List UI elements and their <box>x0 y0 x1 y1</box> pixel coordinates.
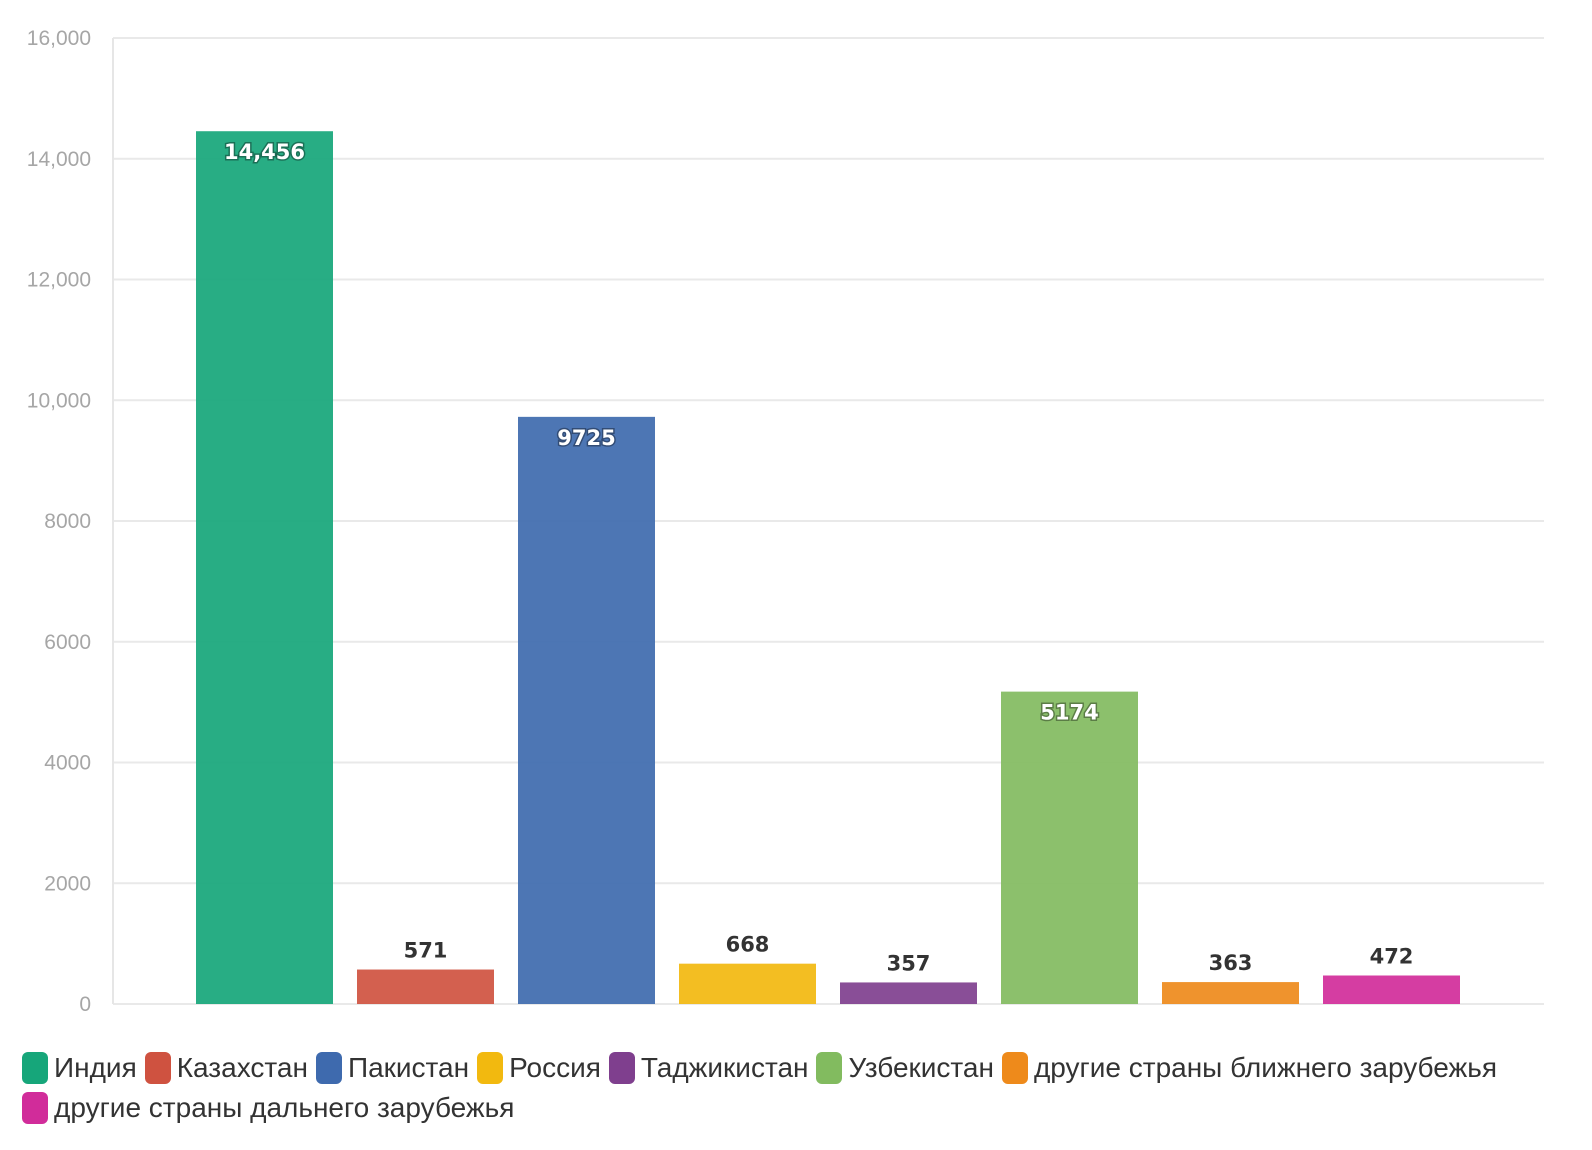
legend-swatch <box>144 1052 171 1084</box>
bar-value-label: 357 <box>887 951 931 975</box>
legend-label: Казахстан <box>176 1052 308 1083</box>
bar-value-label: 363 <box>1209 951 1253 975</box>
y-tick-label: 4000 <box>44 752 91 775</box>
data-labels: 14,456 571 9725 668 357 5174 363 472 <box>222 139 1414 976</box>
legend-item[interactable]: другие страны ближнего зарубежья <box>1001 1052 1498 1084</box>
bars <box>196 131 1460 1004</box>
bar <box>357 969 494 1004</box>
legend-item[interactable]: Индия <box>22 1052 137 1084</box>
grid-lines <box>113 37 1544 1005</box>
y-tick-label: 16,000 <box>27 27 91 50</box>
legend-label: Таджикистан <box>640 1052 809 1083</box>
legend-swatch <box>22 1052 48 1084</box>
legend-item[interactable]: Пакистан <box>315 1052 470 1084</box>
legend-label: Россия <box>509 1052 601 1083</box>
legend-label: Пакистан <box>347 1052 470 1083</box>
legend-label: Индия <box>54 1052 137 1083</box>
legend-label: Узбекистан <box>848 1052 994 1083</box>
y-tick-label: 0 <box>79 993 91 1016</box>
y-tick-label: 6000 <box>44 631 91 654</box>
legend-label: другие страны ближнего зарубежья <box>1033 1052 1498 1083</box>
bar-value-label: 668 <box>726 933 770 957</box>
legend-item[interactable]: Таджикистан <box>608 1052 809 1084</box>
legend-swatch <box>608 1052 635 1084</box>
legend-item[interactable]: Казахстан <box>144 1052 308 1084</box>
bar-value-label: 472 <box>1370 945 1414 969</box>
bar-chart: 0 2000 4000 6000 8000 10,000 12,000 14,000 16,00… <box>27 27 1544 1016</box>
bar <box>679 963 816 1004</box>
bar-value-label: 9725 <box>557 426 615 450</box>
y-tick-label: 8000 <box>44 510 91 533</box>
bar-value-label: 5174 <box>1040 701 1098 725</box>
y-tick-label: 14,000 <box>27 148 91 171</box>
bar <box>840 982 977 1004</box>
legend-swatch <box>816 1052 843 1084</box>
legend-label: другие страны дальнего зарубежья <box>54 1092 515 1123</box>
bar <box>1162 982 1299 1004</box>
y-axis-ticks: 0 2000 4000 6000 8000 10,000 12,000 14,000 16,00… <box>27 27 91 1016</box>
y-tick-label: 10,000 <box>27 389 91 412</box>
legend-swatch <box>477 1052 504 1084</box>
legend-swatch <box>315 1052 342 1084</box>
bar <box>196 131 333 1004</box>
legend-item[interactable]: другие страны дальнего зарубежья <box>22 1092 514 1124</box>
bar <box>1323 975 1460 1004</box>
legend-item[interactable]: Россия <box>477 1052 601 1084</box>
y-tick-label: 12,000 <box>27 269 91 292</box>
legend-swatch <box>1001 1052 1028 1084</box>
bar <box>1001 691 1138 1004</box>
y-tick-label: 2000 <box>44 872 91 895</box>
bar <box>518 416 655 1004</box>
legend-swatch <box>22 1092 48 1124</box>
bar-value-label: 14,456 <box>224 140 305 164</box>
legend: Индия Казахстан Пакистан Россия Таджикистан У… <box>22 1052 1562 1124</box>
bar-value-label: 571 <box>404 939 448 963</box>
legend-item[interactable]: Узбекистан <box>816 1052 994 1084</box>
